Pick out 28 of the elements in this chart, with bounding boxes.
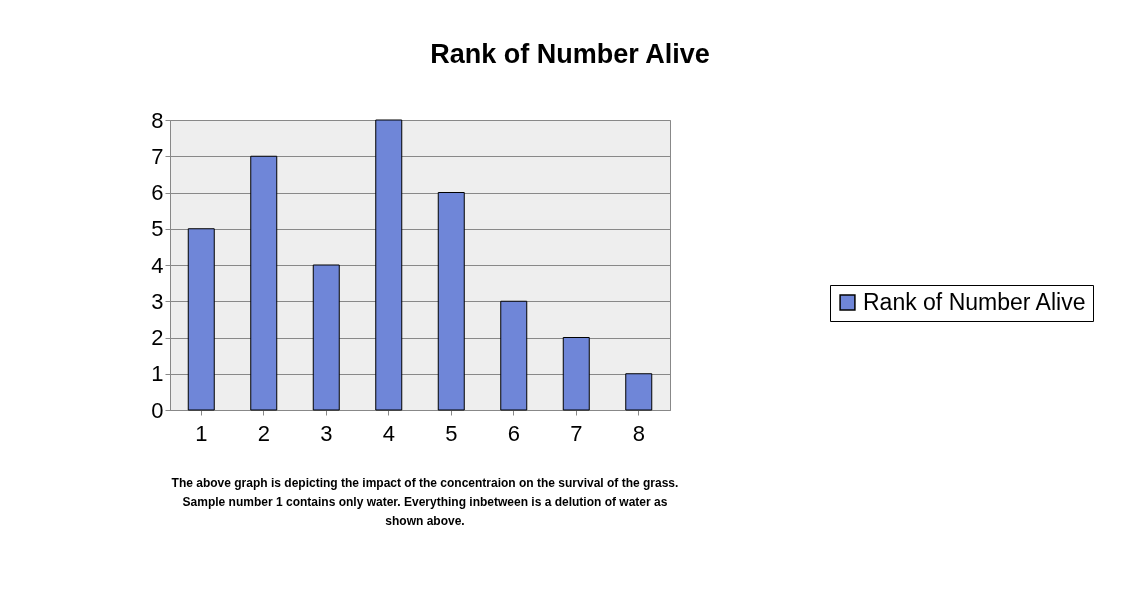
y-tick-label: 3	[151, 288, 164, 314]
y-tick-label: 8	[151, 107, 164, 133]
x-tick-label: 1	[195, 420, 208, 446]
bar	[625, 373, 653, 411]
x-tick-label: 2	[257, 420, 270, 446]
y-tick-label: 2	[151, 325, 164, 350]
y-tick-label: 7	[151, 143, 164, 169]
bar	[562, 337, 590, 411]
bar	[500, 300, 528, 411]
y-tick-label: 0	[151, 397, 164, 423]
x-tick-label: 3	[320, 420, 333, 446]
bar	[437, 192, 465, 411]
bar	[187, 228, 215, 411]
bar	[250, 155, 278, 411]
text: The above graph is depicting the impact of the concentraion on the survival of the grass. Sample number 1 contains only water. Everything inbetween is a delution of water as shown above.	[170, 475, 680, 530]
y-tick-label: 6	[151, 180, 164, 205]
chart-title: Rank of Number Alive	[430, 39, 710, 69]
x-tick-label: 6	[507, 420, 520, 446]
x-tick-label: 5	[445, 420, 458, 446]
x-tick-label: 7	[570, 420, 583, 446]
x-tick-label: 8	[632, 420, 645, 446]
bar	[312, 264, 340, 411]
bar	[375, 119, 403, 411]
x-tick-label: 4	[382, 420, 395, 446]
y-tick-label: 4	[151, 252, 164, 278]
y-tick-label: 1	[151, 361, 164, 387]
y-tick-label: 5	[151, 216, 164, 242]
legend-label: Rank of Number Alive	[863, 288, 1086, 315]
